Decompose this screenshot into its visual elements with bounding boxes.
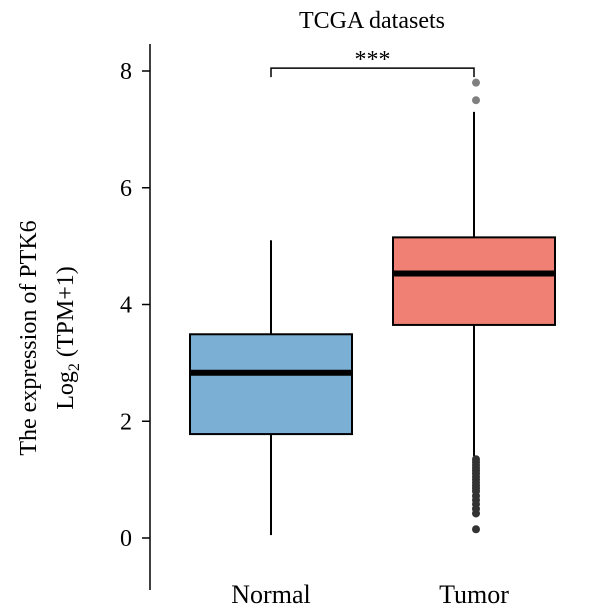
y-tick-label: 2: [120, 409, 132, 435]
chart-title: TCGA datasets: [299, 8, 445, 34]
y-tick-label: 0: [120, 526, 132, 552]
x-tick-label: Normal: [231, 580, 310, 609]
outlier-point: [472, 509, 480, 518]
y-axis-title-log: Log: [53, 371, 79, 410]
y-axis-title: The expression of PTK6 Log2 (TPM+1): [16, 220, 83, 455]
y-axis-title-subscript: 2: [66, 363, 83, 371]
boxes: [189, 78, 556, 536]
x-axis-labels: Normal Tumor: [231, 580, 509, 609]
box-body: [189, 333, 353, 436]
outlier-point: [472, 78, 480, 87]
y-tick-label: 8: [120, 59, 132, 85]
x-tick-label: Tumor: [439, 580, 509, 609]
significance-label: ***: [355, 47, 391, 73]
box-tumor: [392, 78, 556, 534]
y-tick-label: 4: [120, 293, 132, 319]
y-axis-title-line2: Log2 (TPM+1): [53, 266, 83, 410]
y-tick-label: 6: [120, 176, 132, 202]
significance-bracket: ***: [270, 47, 475, 78]
outlier-point: [472, 96, 480, 105]
box-normal: [189, 240, 353, 536]
y-axis-title-line1: The expression of PTK6: [16, 220, 42, 455]
y-axis-title-suffix: (TPM+1): [53, 266, 79, 363]
significance-bracket-line: [270, 67, 475, 78]
y-axis-ticks: 0 2 4 6 8: [120, 59, 150, 552]
outlier-point: [472, 525, 480, 534]
box-body: [392, 236, 556, 326]
